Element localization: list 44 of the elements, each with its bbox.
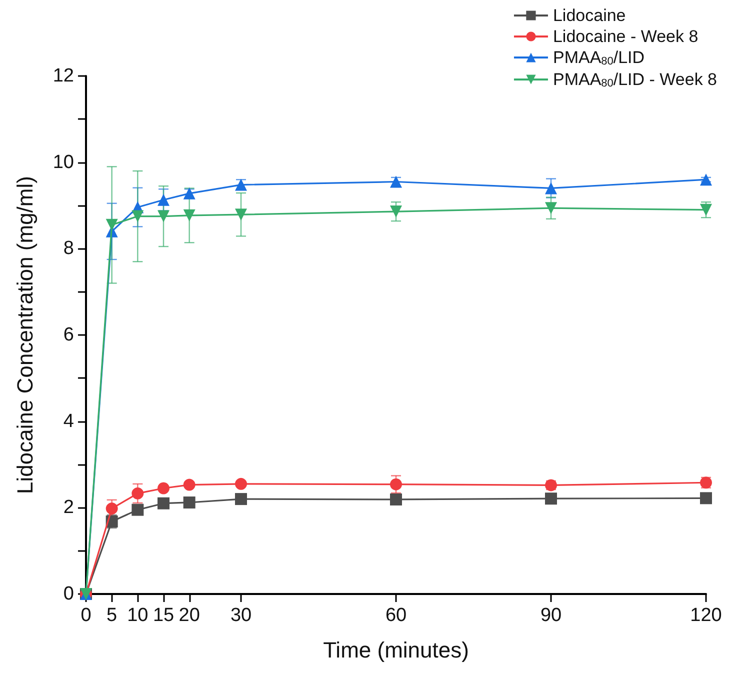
point bbox=[545, 202, 557, 214]
point bbox=[700, 492, 712, 504]
point bbox=[390, 493, 402, 506]
y-tick-label: 12 bbox=[52, 66, 74, 86]
point bbox=[545, 492, 557, 505]
x-tick-label: 15 bbox=[152, 605, 174, 626]
y-tick-label: 8 bbox=[63, 238, 74, 260]
point bbox=[158, 210, 170, 222]
y-tick-label: 4 bbox=[63, 410, 74, 432]
point bbox=[700, 204, 712, 216]
point bbox=[106, 502, 118, 515]
point bbox=[132, 210, 144, 222]
x-tick-label: 10 bbox=[127, 605, 148, 626]
point bbox=[390, 478, 402, 490]
point bbox=[158, 194, 170, 206]
point bbox=[183, 478, 196, 491]
point bbox=[700, 174, 712, 186]
point bbox=[132, 504, 144, 516]
y-axis-title: Lidocaine Concentration (mg/ml) bbox=[12, 176, 38, 494]
x-tick-label: 60 bbox=[385, 605, 407, 626]
legend-label: Lidocaine - Week 8 bbox=[552, 27, 698, 46]
point bbox=[106, 218, 118, 231]
point bbox=[235, 478, 247, 490]
x-tick-label: 90 bbox=[540, 605, 562, 626]
point bbox=[235, 493, 247, 506]
x-axis-title: Time (minutes) bbox=[323, 638, 469, 662]
y-tick-label: 0 bbox=[63, 584, 74, 604]
x-tick-label: 20 bbox=[178, 605, 200, 626]
point bbox=[235, 208, 247, 221]
point bbox=[183, 209, 196, 222]
point bbox=[545, 182, 557, 194]
y-tick-label: 10 bbox=[52, 152, 74, 173]
y-tick-label: 6 bbox=[63, 324, 74, 346]
legend-label: Lidocaine bbox=[552, 6, 626, 25]
x-tick-label: 30 bbox=[230, 605, 252, 626]
point bbox=[390, 206, 402, 218]
x-tick-label: 5 bbox=[106, 605, 118, 626]
point bbox=[158, 497, 170, 510]
x-tick-label: 0 bbox=[80, 605, 92, 626]
y-tick-label: 2 bbox=[63, 497, 74, 518]
point bbox=[158, 482, 170, 494]
x-tick-label: 120 bbox=[690, 605, 722, 626]
point bbox=[183, 496, 196, 508]
point bbox=[132, 487, 144, 500]
